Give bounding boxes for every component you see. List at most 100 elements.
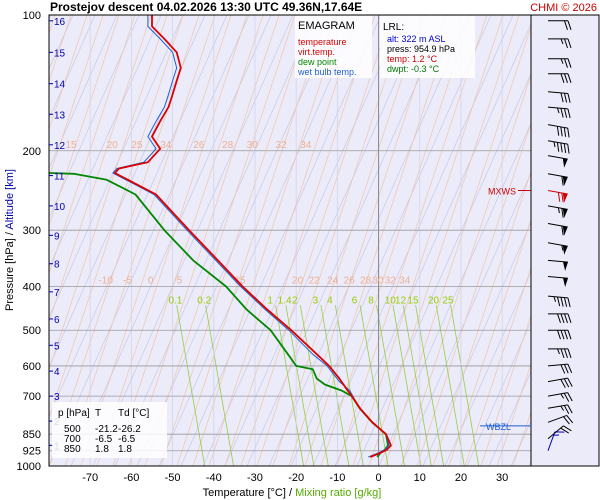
wind-barb-full xyxy=(560,92,564,103)
altitude-tick-label: 10 xyxy=(54,202,66,213)
wind-barb-full xyxy=(563,108,568,118)
altitude-tick-label: 7 xyxy=(54,288,60,299)
lrl-line: alt: 322 m ASL xyxy=(387,34,446,44)
moist-adiabat-label: 5 xyxy=(177,276,183,287)
wind-barb-staff xyxy=(547,276,568,279)
mixing-ratio-line xyxy=(450,305,480,466)
wind-barb-full xyxy=(560,108,564,118)
x-tick-label: -50 xyxy=(165,472,181,484)
barb-panel-frame xyxy=(530,14,600,467)
wind-barb-full xyxy=(563,416,570,425)
wind-barb xyxy=(547,276,568,288)
altitude-tick-label: 3 xyxy=(54,392,60,403)
mixing-ratio-label: 0.1 xyxy=(168,296,182,307)
moist-adiabat-line xyxy=(224,15,376,466)
wind-barb-pennant xyxy=(562,226,568,236)
wind-barb xyxy=(547,223,568,236)
pressure-tick-label: 500 xyxy=(23,325,41,337)
wind-barb-full xyxy=(564,58,568,68)
dry-adiabat-line xyxy=(49,15,162,269)
mixing-ratio-label: 3 xyxy=(313,296,319,307)
wind-barb-staff xyxy=(547,190,568,195)
legend-item: dew point xyxy=(298,57,337,67)
pressure-tick-label: 400 xyxy=(23,282,41,294)
wind-barb-full xyxy=(557,330,561,340)
moist-adiabat-line xyxy=(49,15,88,131)
moist-adiabat-line xyxy=(176,15,328,466)
wind-barb-staff xyxy=(547,155,568,160)
wind-barb-full xyxy=(563,127,567,137)
wind-barb-full xyxy=(564,20,568,30)
moist-adiabat-line xyxy=(160,15,312,466)
wind-barb xyxy=(547,295,571,308)
wind-barb-full xyxy=(560,364,566,374)
table-cell: 1.8 xyxy=(118,444,132,455)
dry-adiabat-line xyxy=(49,15,250,466)
dry-adiabat-line xyxy=(114,15,316,466)
dry-adiabat-line xyxy=(400,171,531,466)
dry-adiabat-label: 34 xyxy=(160,140,172,151)
pressure-tick-label: 200 xyxy=(23,146,41,158)
dry-adiabat-line xyxy=(268,15,470,466)
wind-barb-full xyxy=(557,313,561,324)
wind-barb-staff xyxy=(547,205,568,210)
mixing-ratio-line xyxy=(392,305,422,466)
mixing-ratio-label: 1 xyxy=(267,296,273,307)
y-axis-title-pressure: Pressure [hPa] xyxy=(4,235,16,311)
moist-adiabat-line xyxy=(480,314,531,466)
altitude-tick-label: 9 xyxy=(54,231,60,242)
wind-barb-full xyxy=(567,404,573,414)
wind-barb-half xyxy=(553,141,556,148)
moist-adiabat-line xyxy=(304,15,456,466)
table-cell: -6.5 xyxy=(118,434,136,445)
dry-adiabat-line xyxy=(356,72,531,466)
legend-heading: EMAGRAM xyxy=(298,20,355,32)
series-temperature-line xyxy=(114,15,392,458)
dry-adiabat-label: 34 xyxy=(300,140,312,151)
wind-barb xyxy=(548,73,572,83)
mixing-ratio-label: 1.4 xyxy=(278,296,292,307)
mixing-ratio-label: 6 xyxy=(352,296,358,307)
wind-barb xyxy=(547,205,568,218)
mixing-ratio-label: 15 xyxy=(407,296,419,307)
moist-adiabat-line xyxy=(49,15,136,275)
dry-adiabat-line xyxy=(466,320,531,466)
grid-lines: 15 20 25 34 26 28 30 32 34-10 -5 0 5 15 20 22 24 26 28 30 3… xyxy=(49,15,531,466)
wind-barb-half xyxy=(560,38,564,45)
wind-barb-full xyxy=(556,126,560,136)
moist-adiabat-line xyxy=(368,15,520,466)
moist-adiabat-line xyxy=(49,15,184,420)
wind-barb-full xyxy=(560,142,563,153)
wind-barb-full xyxy=(564,330,568,340)
wind-barb-full xyxy=(567,363,573,374)
moist-adiabat-line xyxy=(144,15,296,466)
mixing-ratio-line xyxy=(299,305,329,466)
dry-adiabat-line xyxy=(334,23,531,466)
wind-barb-full xyxy=(564,73,568,83)
wind-barb-half xyxy=(560,405,565,411)
wind-barb-full xyxy=(560,427,569,434)
wind-barb-full xyxy=(567,38,572,49)
wind-barb-half xyxy=(557,348,560,355)
moist-adiabat-line xyxy=(208,15,360,466)
wind-barb-full xyxy=(567,348,572,359)
x-axis-title-temp: Temperature [°C] xyxy=(203,487,289,499)
wind-barbs xyxy=(547,20,574,451)
dry-adiabat-label: 15 xyxy=(65,140,77,151)
moist-adiabat-line xyxy=(416,122,531,466)
wind-barb-full xyxy=(564,348,568,359)
pressure-tick-label: 100 xyxy=(23,10,41,22)
wind-barb-half xyxy=(557,207,560,214)
altitude-tick-label: 16 xyxy=(54,17,66,28)
legend-item: wet bulb temp. xyxy=(297,67,357,77)
wind-barb-half xyxy=(553,434,560,436)
wind-barb-pennant xyxy=(562,193,568,203)
wind-barb-full xyxy=(560,126,563,137)
moist-adiabat-label: 0 xyxy=(148,276,154,287)
chart-title: Prostejov descent 04.02.2026 13:30 UTC 4… xyxy=(50,0,362,14)
mixing-ratio-label: 20 xyxy=(428,296,440,307)
altitude-tick-label: 13 xyxy=(54,110,66,121)
dry-adiabat-line xyxy=(422,221,531,466)
